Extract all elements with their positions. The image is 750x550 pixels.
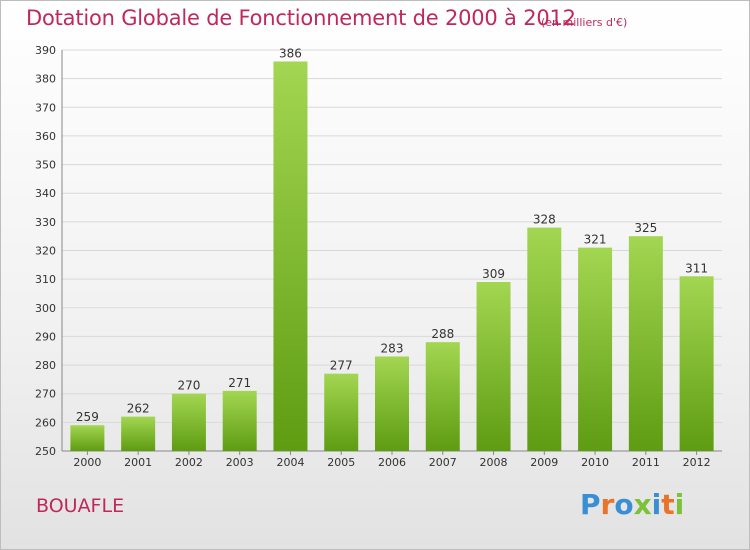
logo-letter: P [580, 488, 601, 521]
bar [70, 425, 105, 451]
x-tick-label: 2000 [73, 456, 101, 469]
logo-letter: i [651, 488, 662, 521]
bar [273, 61, 308, 451]
place-name: BOUAFLE [36, 495, 125, 517]
y-tick-labels: 250 260 270 280 290 300 310 320 330 340 350 360 370 3… [35, 44, 56, 458]
x-tick-label: 2009 [530, 456, 558, 469]
y-tick-label: 310 [35, 273, 56, 286]
chart-subtitle: (en milliers d'€) [541, 16, 628, 29]
y-tick-label: 360 [35, 130, 56, 143]
x-tick-label: 2012 [683, 456, 711, 469]
data-label: 283 [381, 341, 404, 355]
x-tick-label: 2001 [124, 456, 152, 469]
y-tick-label: 330 [35, 216, 56, 229]
bar [628, 236, 663, 451]
data-label: 311 [685, 261, 708, 275]
logo-letter: t [661, 488, 675, 521]
bar [476, 282, 511, 451]
data-label: 309 [482, 267, 505, 281]
bar [578, 247, 613, 451]
y-tick-label: 320 [35, 245, 56, 258]
y-tick-label: 340 [35, 187, 56, 200]
x-tick-label: 2002 [175, 456, 203, 469]
data-label: 325 [634, 221, 657, 235]
logo-letter: o [614, 488, 634, 521]
y-tick-label: 380 [35, 73, 56, 86]
x-tick-label: 2006 [378, 456, 406, 469]
bar [324, 373, 359, 451]
x-tick-label: 2011 [632, 456, 660, 469]
bar [121, 416, 156, 451]
data-label: 277 [330, 359, 353, 373]
x-tick-label: 2007 [429, 456, 457, 469]
bar [171, 393, 206, 451]
data-label: 262 [127, 402, 150, 416]
data-label: 259 [76, 410, 99, 424]
y-tick-label: 250 [35, 445, 56, 458]
logo-letter: r [600, 488, 615, 521]
bar [527, 227, 562, 451]
x-tick-label: 2004 [276, 456, 304, 469]
bar [425, 342, 460, 451]
y-tick-label: 300 [35, 302, 56, 315]
x-tick-label: 2003 [226, 456, 254, 469]
y-tick-label: 390 [35, 44, 56, 57]
y-tick-label: 260 [35, 416, 56, 429]
data-label: 271 [228, 376, 251, 390]
data-label: 321 [584, 233, 607, 247]
x-tick-label: 2005 [327, 456, 355, 469]
logo-letter: x [633, 488, 652, 521]
data-labels: 259 262 270 271 386 277 283 288 309 328 321 325 311 [76, 46, 708, 424]
y-tick-label: 270 [35, 388, 56, 401]
bar [679, 276, 714, 451]
x-tick-label: 2010 [581, 456, 609, 469]
y-tick-label: 350 [35, 159, 56, 172]
data-label: 288 [431, 327, 454, 341]
x-tick-label: 2008 [480, 456, 508, 469]
y-tick-label: 370 [35, 101, 56, 114]
proxiti-logo: Proxiti [580, 488, 684, 521]
bar [222, 390, 257, 451]
x-tick-labels: 2000 2001 2002 2003 2004 2005 2006 2007 2008 2009… [73, 456, 710, 469]
logo-letter: i [674, 488, 685, 521]
bar [375, 356, 409, 451]
y-tick-label: 280 [35, 359, 56, 372]
data-label: 328 [533, 213, 556, 227]
bars [70, 61, 714, 451]
y-tick-label: 290 [35, 330, 56, 343]
chart-title: Dotation Globale de Fonctionnement de 20… [26, 6, 576, 30]
data-label: 386 [279, 46, 302, 60]
data-label: 270 [177, 379, 200, 393]
